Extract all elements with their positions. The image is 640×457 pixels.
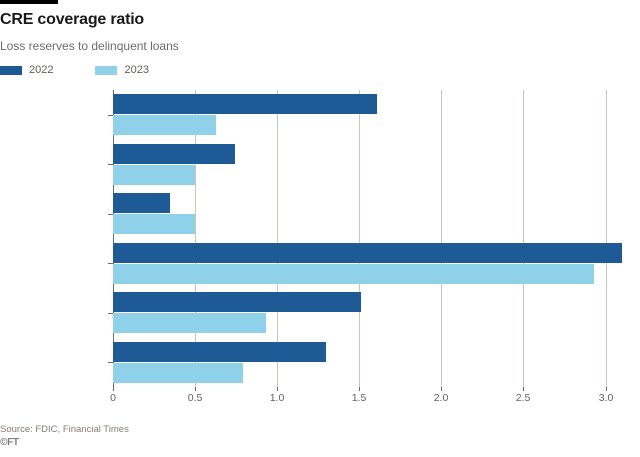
page-title: CRE coverage ratio — [0, 11, 145, 28]
bar — [113, 313, 266, 333]
x-tick-label: 2.5 — [515, 392, 531, 404]
gridline — [359, 90, 360, 387]
bar — [113, 214, 195, 234]
x-tick-mark — [606, 387, 607, 391]
x-tick-label: 2.0 — [433, 392, 449, 404]
legend-item-2023[interactable]: 2023 — [95, 64, 149, 76]
gridline — [441, 90, 442, 387]
x-tick-label: 3.0 — [598, 392, 614, 404]
chart-legend: 2022 2023 — [0, 64, 191, 76]
x-tick-label: 0.5 — [187, 392, 203, 404]
gridline — [277, 90, 278, 387]
bar — [113, 193, 170, 213]
bar — [113, 342, 326, 362]
bar — [113, 292, 361, 312]
gridline — [195, 90, 196, 387]
category-tick — [108, 214, 113, 215]
bar — [113, 165, 195, 185]
gridline — [523, 90, 524, 387]
legend-label: 2022 — [29, 64, 54, 76]
category-tick — [108, 362, 113, 363]
legend-swatch-icon — [95, 65, 118, 75]
x-tick-mark — [195, 387, 196, 391]
legend-swatch-icon — [0, 65, 22, 75]
bar — [113, 94, 377, 114]
legend-item-2022[interactable]: 2022 — [0, 64, 53, 76]
source-note: Source: FDIC, Financial Times — [0, 424, 129, 435]
x-tick-mark — [441, 387, 442, 391]
bar — [113, 363, 243, 383]
x-tick-mark — [359, 387, 360, 391]
bar — [113, 264, 594, 284]
x-tick-mark — [113, 387, 114, 391]
x-tick-label: 0 — [110, 392, 116, 404]
bar — [113, 144, 235, 164]
x-tick-label: 1.5 — [351, 392, 367, 404]
bar — [113, 115, 216, 135]
category-tick — [108, 263, 113, 264]
top-rule — [0, 0, 58, 4]
ft-logo: ©FT — [0, 437, 19, 448]
x-tick-mark — [523, 387, 524, 391]
chart-subtitle: Loss reserves to delinquent loans — [0, 39, 179, 53]
gridline — [606, 90, 607, 387]
x-tick-label: 1.0 — [269, 392, 285, 404]
category-tick — [108, 313, 113, 314]
plot-area: Bank of AmericaCitigroupGoldman SachsJPM… — [108, 90, 622, 387]
category-tick — [108, 164, 113, 165]
legend-label: 2023 — [124, 64, 149, 76]
bar — [113, 243, 622, 263]
category-tick — [108, 115, 113, 116]
x-tick-mark — [277, 387, 278, 391]
x-axis: 0 0.5 1.0 1.5 2.0 2.5 3.0 — [110, 387, 622, 407]
y-axis-line — [113, 90, 114, 387]
